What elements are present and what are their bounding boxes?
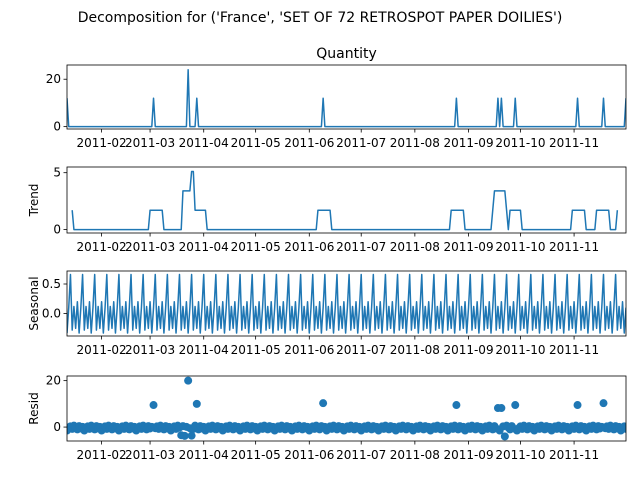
x-tick-label: 2011-09: [443, 136, 493, 150]
resid-point: [149, 401, 158, 410]
figure-suptitle: Decomposition for ('France', 'SET OF 72 …: [78, 10, 563, 26]
x-tick-label: 2011-08: [390, 343, 440, 357]
trend-line: [71, 170, 619, 231]
resid-point: [452, 401, 461, 410]
resid-point: [180, 431, 189, 440]
x-tick-label: 2011-07: [336, 343, 386, 357]
x-tick-label: 2011-05: [231, 136, 281, 150]
x-tick-label: 2011-02: [77, 343, 127, 357]
resid-point: [599, 399, 608, 408]
x-tick-label: 2011-07: [336, 448, 386, 462]
y-tick-label: 0.0: [42, 307, 61, 321]
quantity-line: [67, 68, 626, 128]
x-tick-label: 2011-03: [125, 136, 175, 150]
panel-4-data: [67, 376, 626, 441]
x-tick-label: 2011-02: [77, 448, 127, 462]
x-tick-label: 2011-11: [549, 448, 599, 462]
x-tick-label: 2011-10: [495, 240, 545, 254]
y-tick-label: 0: [53, 120, 61, 134]
y-axis-label: Resid: [27, 392, 41, 424]
x-tick-label: 2011-05: [231, 448, 281, 462]
axes-frame: [66, 64, 627, 130]
x-tick-label: 2011-04: [179, 343, 229, 357]
y-axis-label: Trend: [27, 184, 41, 218]
x-tick-label: 2011-04: [179, 240, 229, 254]
panel-title: Quantity: [316, 46, 377, 62]
x-tick-label: 2011-11: [549, 240, 599, 254]
x-tick-label: 2011-08: [390, 448, 440, 462]
x-tick-label: 2011-07: [336, 240, 386, 254]
panel-1-data: [67, 68, 626, 128]
resid-point: [319, 399, 328, 408]
x-tick-label: 2011-02: [77, 240, 127, 254]
y-axis-label: Seasonal: [27, 276, 41, 330]
x-tick-label: 2011-04: [179, 448, 229, 462]
resid-point: [187, 431, 196, 440]
resid-point: [511, 401, 520, 410]
panel-2-data: [71, 170, 619, 231]
axes-frame: [66, 375, 627, 442]
x-tick-label: 2011-06: [284, 136, 334, 150]
y-tick-label: 20: [46, 72, 61, 86]
resid-point: [500, 432, 509, 441]
resid-point: [192, 399, 201, 408]
resid-point: [497, 404, 506, 413]
x-tick-label: 2011-03: [125, 343, 175, 357]
x-tick-label: 2011-06: [284, 448, 334, 462]
axes-frame: [66, 270, 627, 337]
resid-point: [573, 401, 582, 410]
y-tick-label: 20: [46, 374, 61, 388]
y-tick-label: 0: [53, 223, 61, 237]
x-tick-label: 2011-09: [443, 343, 493, 357]
x-tick-label: 2011-08: [390, 240, 440, 254]
x-tick-label: 2011-10: [495, 136, 545, 150]
x-tick-label: 2011-10: [495, 343, 545, 357]
x-tick-label: 2011-03: [125, 448, 175, 462]
x-tick-label: 2011-04: [179, 136, 229, 150]
x-tick-label: 2011-06: [284, 343, 334, 357]
x-tick-label: 2011-05: [231, 343, 281, 357]
y-tick-label: 0: [53, 420, 61, 434]
x-tick-label: 2011-07: [336, 136, 386, 150]
x-tick-label: 2011-03: [125, 240, 175, 254]
x-tick-label: 2011-05: [231, 240, 281, 254]
x-tick-label: 2011-10: [495, 448, 545, 462]
axes-frame: [66, 166, 627, 234]
resid-point: [622, 424, 626, 433]
x-tick-label: 2011-11: [549, 136, 599, 150]
x-tick-label: 2011-09: [443, 240, 493, 254]
y-tick-label: 5: [53, 166, 61, 180]
x-tick-label: 2011-06: [284, 240, 334, 254]
x-tick-label: 2011-08: [390, 136, 440, 150]
x-tick-label: 2011-11: [549, 343, 599, 357]
seasonal-line: [67, 273, 626, 334]
y-tick-label: 0.5: [42, 277, 61, 291]
x-tick-label: 2011-09: [443, 448, 493, 462]
x-tick-label: 2011-02: [77, 136, 127, 150]
resid-point: [184, 376, 193, 385]
panel-3-data: [67, 273, 626, 334]
